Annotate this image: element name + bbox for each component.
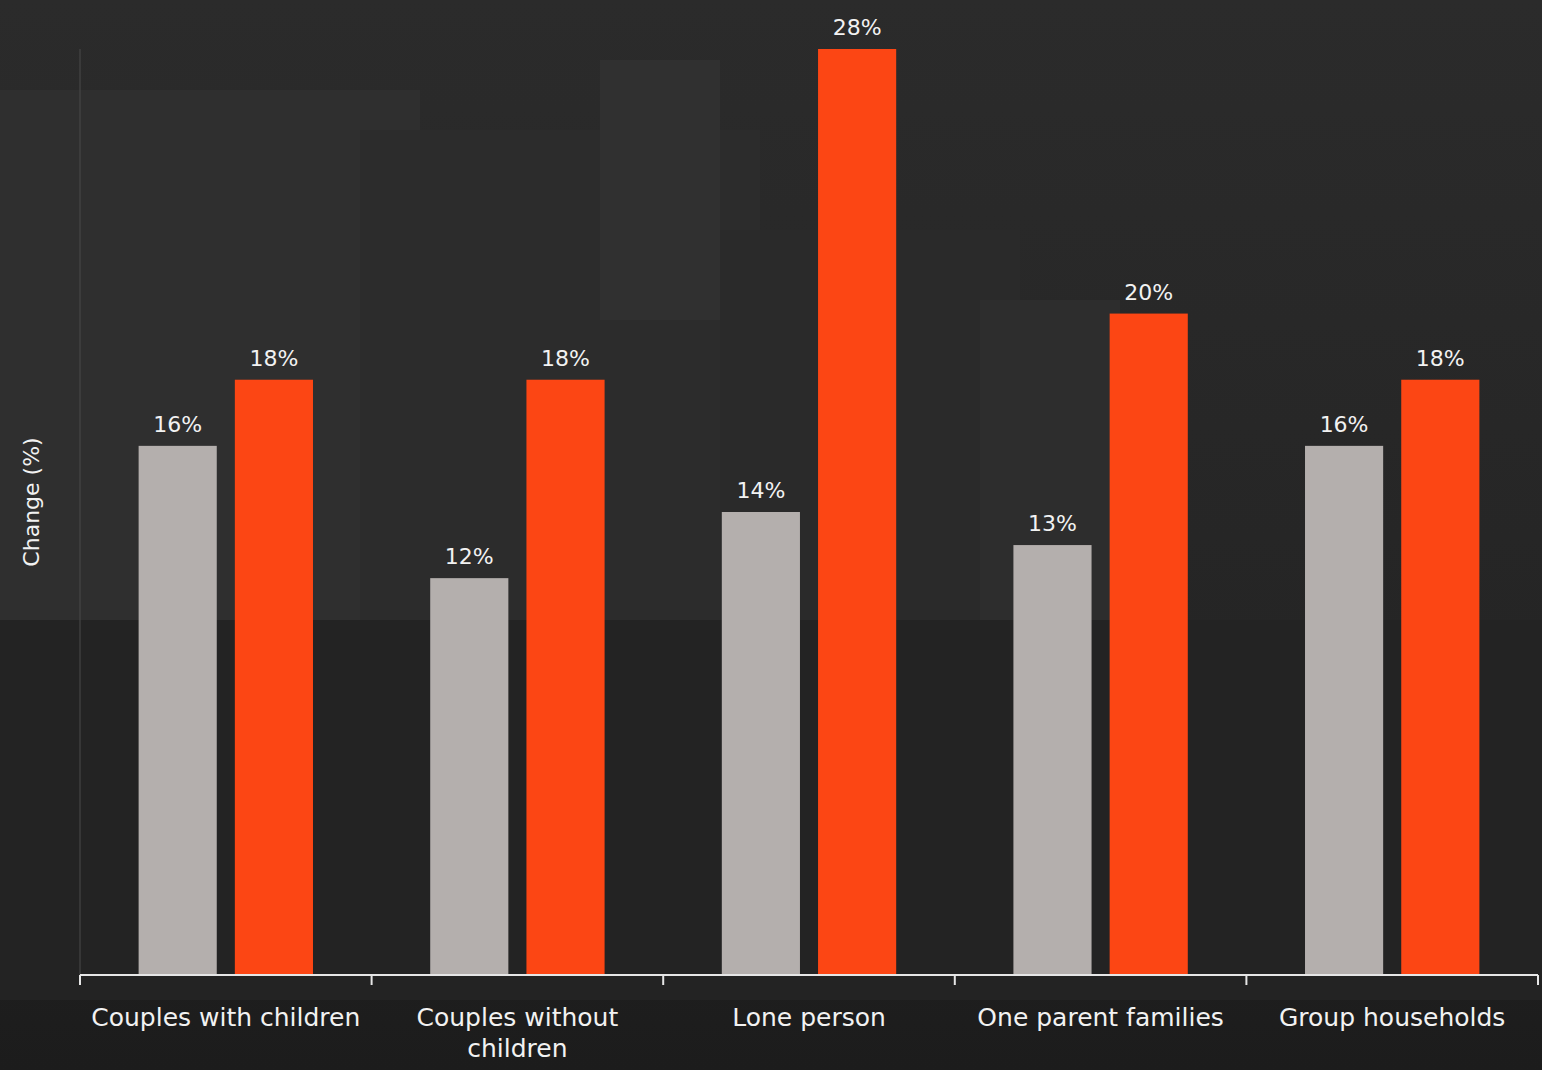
x-axis-line bbox=[80, 974, 1538, 976]
bar bbox=[1013, 545, 1091, 975]
background-shape bbox=[600, 60, 720, 320]
data-label: 20% bbox=[1124, 280, 1173, 305]
bar bbox=[1401, 380, 1479, 975]
x-tick-label: Couples withoutchildren bbox=[417, 1003, 619, 1063]
category-separator bbox=[79, 975, 81, 985]
y-axis-title: Change (%) bbox=[19, 437, 44, 566]
x-tick-label: One parent families bbox=[977, 1003, 1223, 1032]
data-label: 16% bbox=[1320, 412, 1369, 437]
bar bbox=[1305, 446, 1383, 975]
category-separator bbox=[371, 975, 373, 985]
category-separator bbox=[1245, 975, 1247, 985]
x-axis: Couples with children Couples withoutchil… bbox=[80, 975, 1538, 1063]
data-label: 28% bbox=[833, 15, 882, 40]
data-label: 14% bbox=[736, 478, 785, 503]
bar bbox=[139, 446, 217, 975]
bar bbox=[1110, 314, 1188, 975]
chart-svg: 16% 12% 14% 13% 16% 18% 18% 28% 20% 18% Couples wi… bbox=[0, 0, 1542, 1070]
background bbox=[0, 0, 1542, 1070]
data-label: 18% bbox=[541, 346, 590, 371]
data-label: 18% bbox=[249, 346, 298, 371]
background-fill bbox=[0, 0, 1542, 1070]
category-separator bbox=[662, 975, 664, 985]
category-separator bbox=[1537, 975, 1539, 985]
bars bbox=[139, 49, 1480, 975]
x-tick-label: Group households bbox=[1279, 1003, 1505, 1032]
y-axis-line bbox=[80, 49, 81, 975]
bar bbox=[818, 49, 896, 975]
data-label: 16% bbox=[153, 412, 202, 437]
bar bbox=[430, 578, 508, 975]
x-tick-label: Lone person bbox=[732, 1003, 886, 1032]
category-separator bbox=[954, 975, 956, 985]
x-tick-label: Couples with children bbox=[91, 1003, 360, 1032]
data-label: 18% bbox=[1416, 346, 1465, 371]
bar bbox=[235, 380, 313, 975]
data-labels: 16% 12% 14% 13% 16% 18% 18% 28% 20% 18% bbox=[153, 15, 1465, 569]
bar bbox=[722, 512, 800, 975]
chart-container: 16% 12% 14% 13% 16% 18% 18% 28% 20% 18% Couples wi… bbox=[0, 0, 1542, 1070]
bar bbox=[526, 380, 604, 975]
data-label: 13% bbox=[1028, 511, 1077, 536]
data-label: 12% bbox=[445, 544, 494, 569]
